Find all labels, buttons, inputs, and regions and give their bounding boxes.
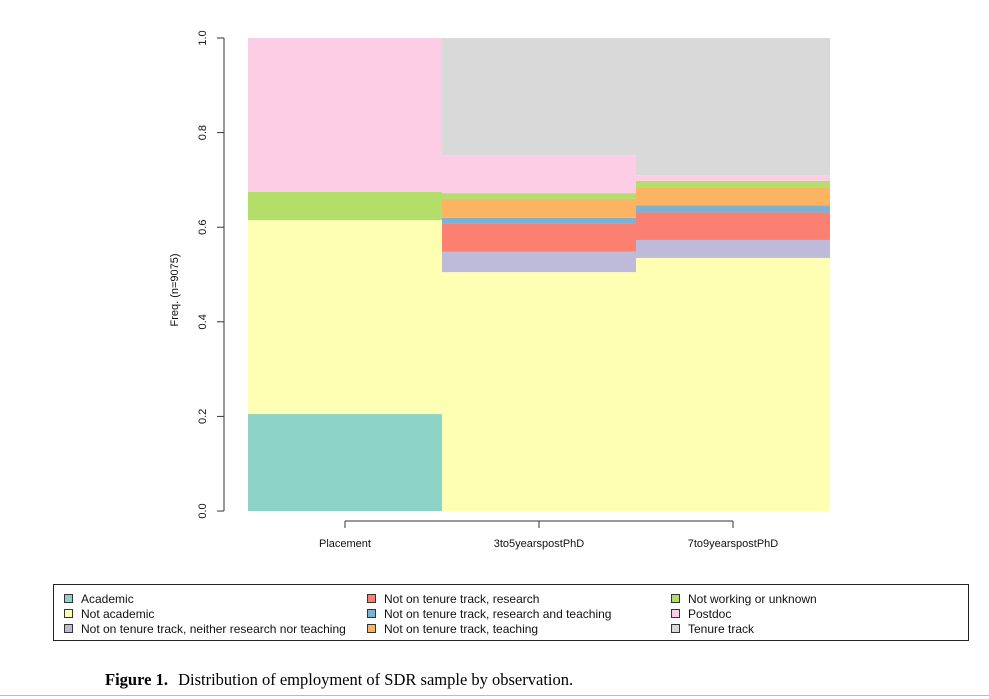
legend-item: Not on tenure track, neither research no… xyxy=(64,621,346,636)
stacked-bar-chart: 0.0 0.2 0.4 0.6 0.8 1.0 Placement 3to5yearspos… xyxy=(169,30,830,550)
x-axis: Placement 3to5yearspostPhD 7to9yearspostPh… xyxy=(319,520,779,550)
legend-label: Academic xyxy=(81,591,134,606)
figure-label: Figure 1. xyxy=(105,670,168,689)
legend-label: Not academic xyxy=(81,606,155,621)
bar-segment xyxy=(636,175,830,181)
bar-segment xyxy=(636,257,830,511)
legend-label: Not on tenure track, neither research no… xyxy=(81,621,346,636)
legend-item: Tenure track xyxy=(671,621,754,636)
legend-swatch xyxy=(64,594,73,603)
y-tick-label: 0.2 xyxy=(197,409,209,424)
legend-swatch xyxy=(367,624,376,633)
y-axis-label: Freq. (n=9075) xyxy=(169,253,181,326)
bar-segment xyxy=(442,251,636,273)
legend-label: Tenure track xyxy=(688,621,755,636)
bar-segment xyxy=(636,212,830,240)
bar-segment xyxy=(442,193,636,199)
y-tick-label: 1.0 xyxy=(197,30,209,45)
legend-item: Not on tenure track, research and teachi… xyxy=(367,606,611,621)
bar-segment xyxy=(248,191,442,221)
bar-segment xyxy=(636,205,830,213)
legend-item: Not on tenure track, teaching xyxy=(367,621,538,636)
legend-item: Academic xyxy=(64,591,134,606)
legend: Academic Not academic Not on tenure track,… xyxy=(53,584,969,641)
bar-segment xyxy=(636,38,830,176)
y-tick-label: 0.4 xyxy=(197,314,209,329)
legend-label: Not on tenure track, research and teachi… xyxy=(384,606,612,621)
x-tick-label: 3to5yearspostPhD xyxy=(494,538,585,550)
caption-text: Distribution of employment of SDR sample… xyxy=(178,670,574,689)
bar-segment xyxy=(442,272,636,511)
y-tick-label: 0.6 xyxy=(197,220,209,235)
legend-label: Postdoc xyxy=(688,606,732,621)
bar-segment xyxy=(442,223,636,252)
divider xyxy=(0,695,989,696)
bar-segment xyxy=(442,217,636,224)
legend-swatch xyxy=(64,609,73,618)
y-tick-label: 0.0 xyxy=(197,503,209,518)
bar-segment xyxy=(248,38,442,192)
x-tick-label: Placement xyxy=(319,538,371,550)
legend-item: Not academic xyxy=(64,606,154,621)
bar-segment xyxy=(248,220,442,415)
legend-swatch xyxy=(367,609,376,618)
bar-segment xyxy=(248,414,442,511)
bar-segment xyxy=(636,180,830,188)
legend-label: Not working or unknown xyxy=(688,591,817,606)
bar-segment xyxy=(636,187,830,206)
legend-label: Not on tenure track, teaching xyxy=(384,621,539,636)
legend-swatch xyxy=(671,609,680,618)
legend-item: Postdoc xyxy=(671,606,731,621)
legend-swatch xyxy=(671,594,680,603)
bar-segment xyxy=(442,198,636,218)
legend-item: Not on tenure track, research xyxy=(367,591,539,606)
y-tick-label: 0.8 xyxy=(197,125,209,140)
bar-segment xyxy=(442,155,636,194)
bar-segment xyxy=(442,38,636,156)
figure-caption: Figure 1. Distribution of employment of … xyxy=(105,670,573,690)
legend-label: Not on tenure track, research xyxy=(384,591,540,606)
legend-item: Not working or unknown xyxy=(671,591,817,606)
y-axis: 0.0 0.2 0.4 0.6 0.8 1.0 xyxy=(197,30,225,519)
legend-swatch xyxy=(671,624,680,633)
legend-swatch xyxy=(367,594,376,603)
x-tick-label: 7to9yearspostPhD xyxy=(688,538,779,550)
bar-segment xyxy=(636,239,830,258)
legend-swatch xyxy=(64,624,73,633)
bar-group xyxy=(248,38,830,511)
